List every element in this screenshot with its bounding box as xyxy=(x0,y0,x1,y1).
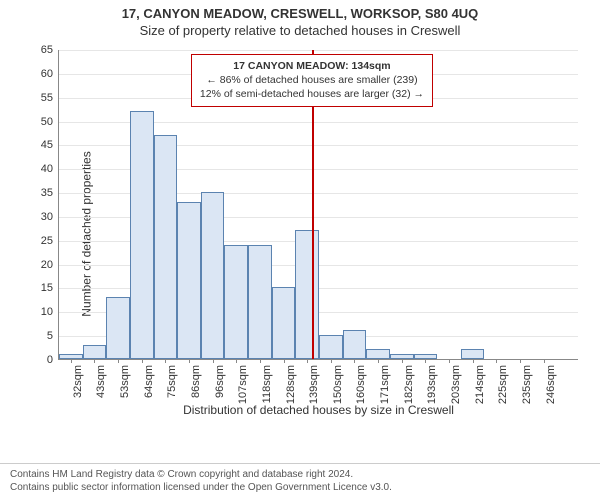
x-tick-label: 107sqm xyxy=(237,365,249,404)
x-tick-label: 214sqm xyxy=(474,365,486,404)
x-tick: 171sqm xyxy=(378,359,379,363)
attribution-footer: Contains HM Land Registry data © Crown c… xyxy=(0,463,600,500)
x-tick: 150sqm xyxy=(331,359,332,363)
x-tick: 235sqm xyxy=(520,359,521,363)
chart-area: Number of detached properties Distributi… xyxy=(0,44,600,424)
x-tick: 128sqm xyxy=(284,359,285,363)
x-tick: 182sqm xyxy=(402,359,403,363)
y-tick-label: 35 xyxy=(41,187,59,199)
y-tick-label: 5 xyxy=(47,330,59,342)
x-tick: 32sqm xyxy=(71,359,72,363)
x-tick-label: 86sqm xyxy=(190,365,202,398)
x-tick: 118sqm xyxy=(260,359,261,363)
x-tick: 139sqm xyxy=(307,359,308,363)
x-tick-label: 139sqm xyxy=(308,365,320,404)
x-tick: 193sqm xyxy=(425,359,426,363)
x-tick-label: 75sqm xyxy=(166,365,178,398)
x-tick-label: 225sqm xyxy=(497,365,509,404)
histogram-bar xyxy=(248,245,272,359)
histogram-bar xyxy=(83,345,107,359)
title-main: 17, CANYON MEADOW, CRESWELL, WORKSOP, S8… xyxy=(0,6,600,21)
x-tick: 53sqm xyxy=(118,359,119,363)
footer-line-1: Contains HM Land Registry data © Crown c… xyxy=(10,468,590,481)
x-tick-label: 118sqm xyxy=(261,365,273,403)
x-tick-label: 203sqm xyxy=(450,365,462,404)
x-tick-label: 43sqm xyxy=(95,365,107,398)
x-tick-label: 160sqm xyxy=(355,365,367,404)
x-tick-label: 32sqm xyxy=(72,365,84,398)
y-tick-label: 25 xyxy=(41,235,59,247)
histogram-bar xyxy=(343,330,367,359)
y-tick-label: 40 xyxy=(41,163,59,175)
x-tick: 214sqm xyxy=(473,359,474,363)
x-tick-label: 193sqm xyxy=(426,365,438,404)
info-box: 17 CANYON MEADOW: 134sqm← 86% of detache… xyxy=(191,54,433,107)
info-box-line: ← 86% of detached houses are smaller (23… xyxy=(200,73,424,87)
x-tick-label: 171sqm xyxy=(379,365,391,404)
x-tick: 160sqm xyxy=(354,359,355,363)
x-tick: 225sqm xyxy=(496,359,497,363)
x-tick: 86sqm xyxy=(189,359,190,363)
y-tick-label: 50 xyxy=(41,116,59,128)
gridline xyxy=(59,50,578,51)
histogram-bar xyxy=(366,349,390,359)
histogram-bar xyxy=(177,202,201,359)
histogram-bar xyxy=(130,111,154,359)
plot-area: Distribution of detached houses by size … xyxy=(58,50,578,360)
x-tick-label: 96sqm xyxy=(214,365,226,398)
histogram-bar xyxy=(224,245,248,359)
histogram-bar xyxy=(295,230,319,359)
x-tick: 64sqm xyxy=(142,359,143,363)
y-tick-label: 0 xyxy=(47,354,59,366)
histogram-bar xyxy=(201,192,225,359)
histogram-bar xyxy=(154,135,178,359)
histogram-bar xyxy=(461,349,485,359)
x-tick: 96sqm xyxy=(213,359,214,363)
x-tick: 203sqm xyxy=(449,359,450,363)
y-tick-label: 65 xyxy=(41,44,59,56)
y-tick-label: 10 xyxy=(41,306,59,318)
x-tick-label: 246sqm xyxy=(545,365,557,404)
x-tick-label: 182sqm xyxy=(403,365,415,404)
footer-line-2: Contains public sector information licen… xyxy=(10,481,590,494)
histogram-bar xyxy=(272,287,296,359)
x-tick-label: 64sqm xyxy=(143,365,155,398)
x-axis-label: Distribution of detached houses by size … xyxy=(59,403,578,417)
x-tick: 43sqm xyxy=(94,359,95,363)
y-tick-label: 15 xyxy=(41,282,59,294)
chart-titles: 17, CANYON MEADOW, CRESWELL, WORKSOP, S8… xyxy=(0,0,600,38)
x-tick: 107sqm xyxy=(236,359,237,363)
y-tick-label: 45 xyxy=(41,139,59,151)
histogram-bar xyxy=(319,335,343,359)
x-tick-label: 128sqm xyxy=(285,365,297,404)
y-tick-label: 60 xyxy=(41,68,59,80)
y-tick-label: 20 xyxy=(41,259,59,271)
x-tick-label: 150sqm xyxy=(332,365,344,404)
info-box-line: 12% of semi-detached houses are larger (… xyxy=(200,87,424,101)
x-tick-label: 235sqm xyxy=(521,365,533,404)
x-tick: 246sqm xyxy=(544,359,545,363)
info-box-line: 17 CANYON MEADOW: 134sqm xyxy=(200,59,424,73)
title-sub: Size of property relative to detached ho… xyxy=(0,23,600,38)
y-tick-label: 30 xyxy=(41,211,59,223)
histogram-bar xyxy=(106,297,130,359)
y-tick-label: 55 xyxy=(41,92,59,104)
x-tick: 75sqm xyxy=(165,359,166,363)
x-tick-label: 53sqm xyxy=(119,365,131,398)
